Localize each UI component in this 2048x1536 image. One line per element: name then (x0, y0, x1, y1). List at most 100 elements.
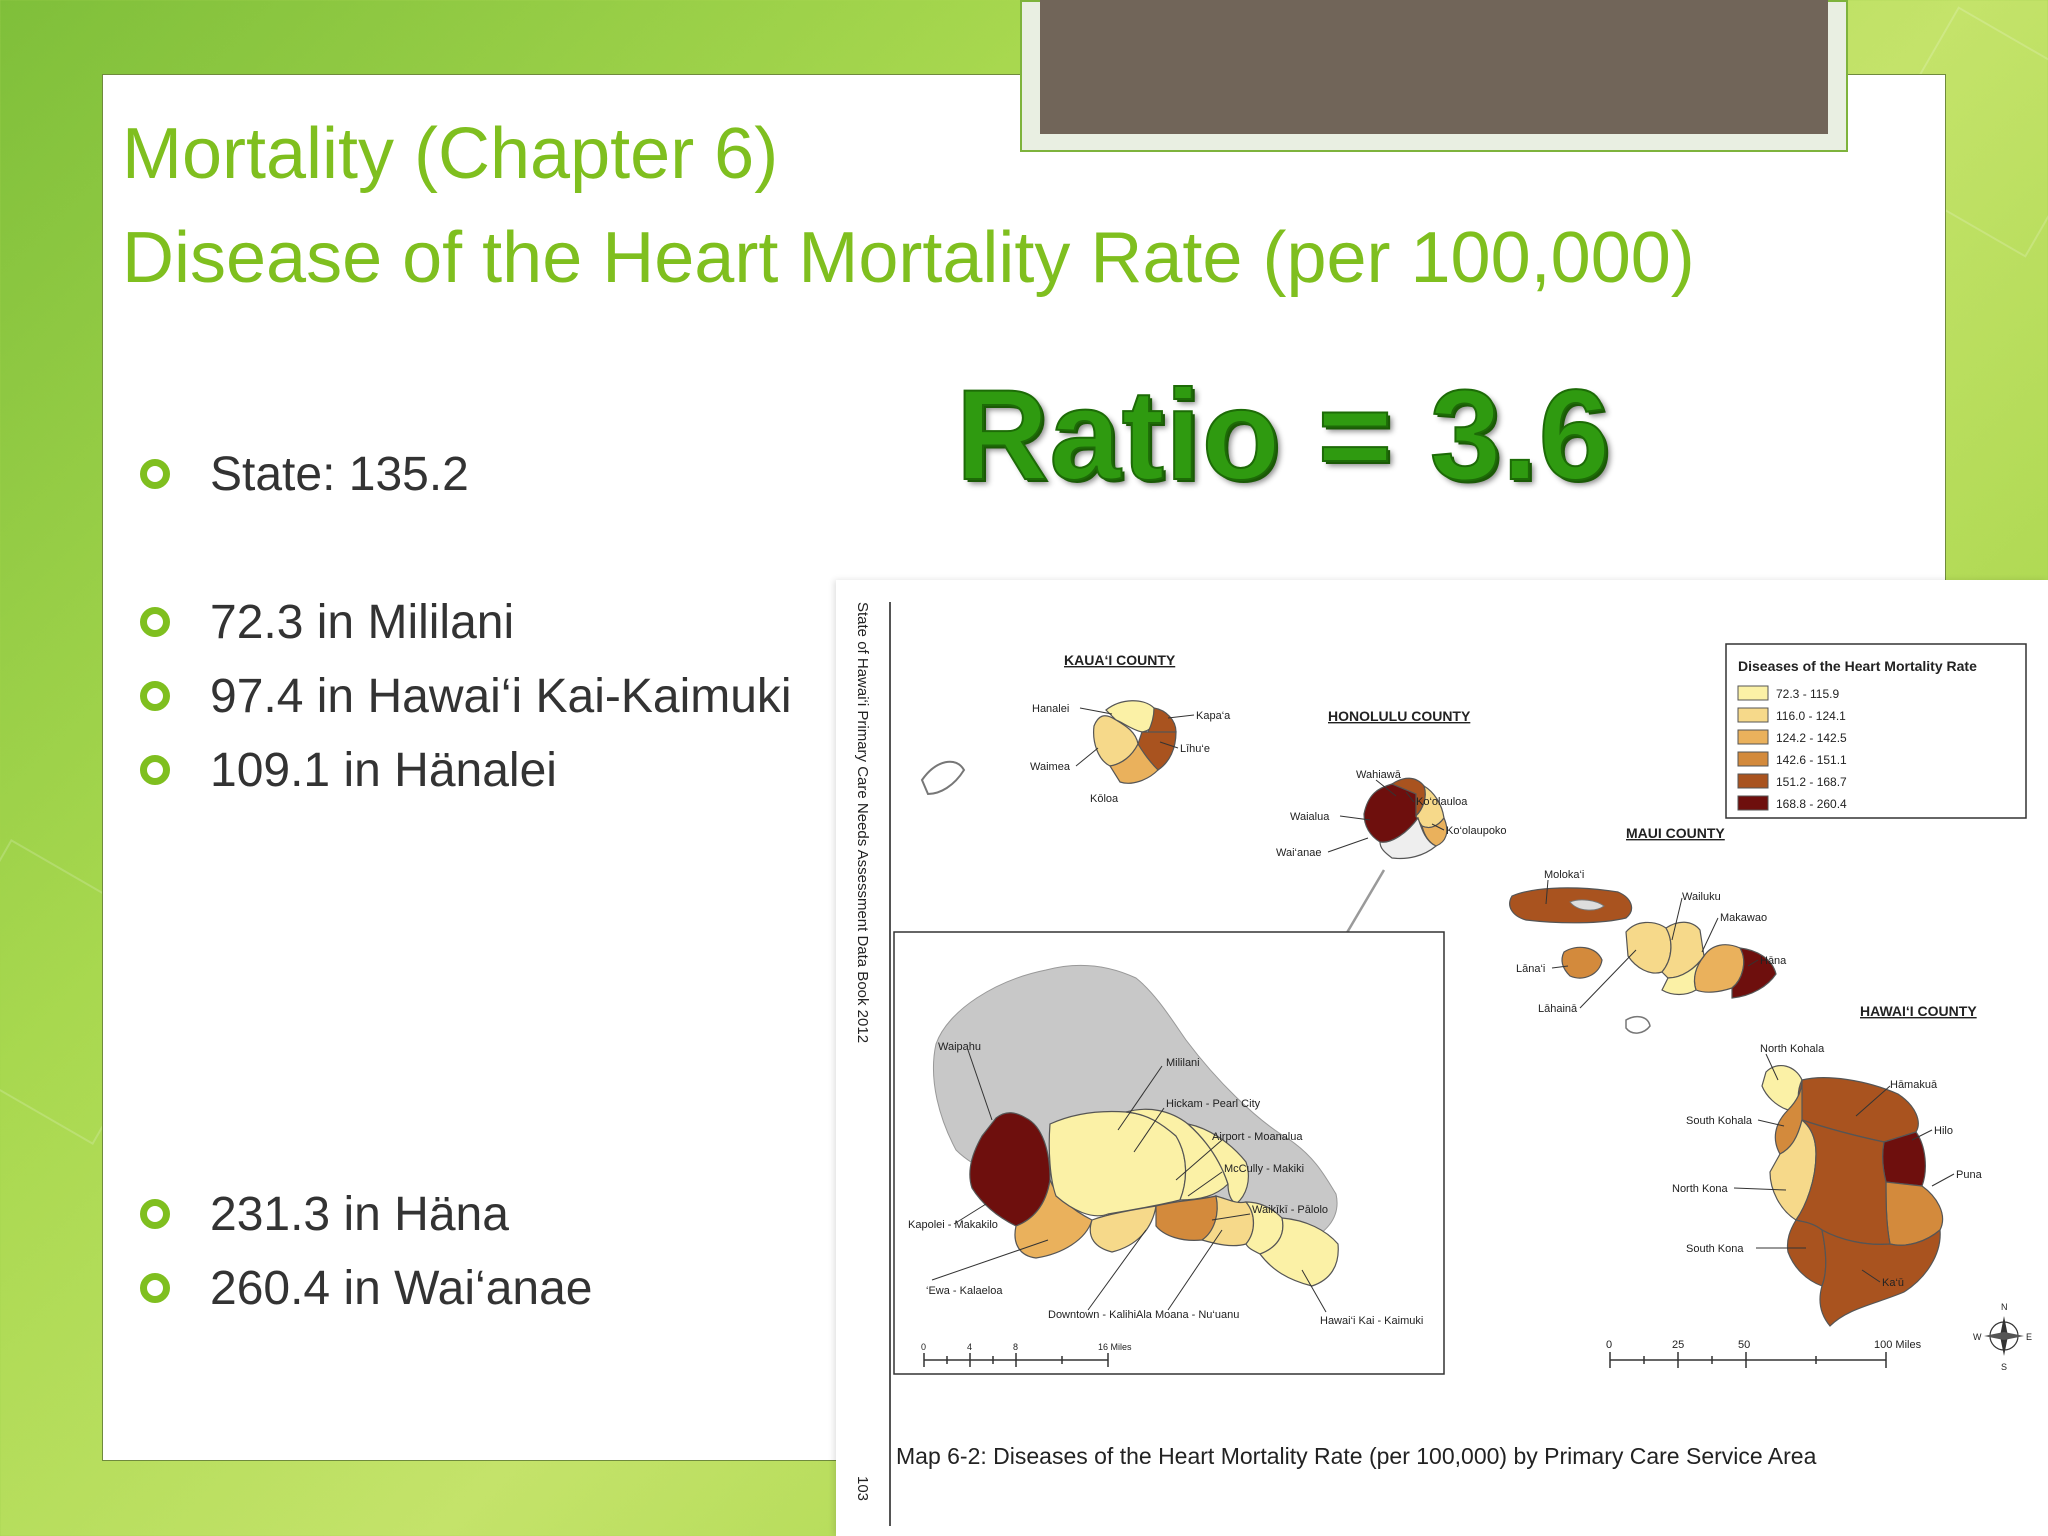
slide-title: Mortality (Chapter 6) (122, 114, 779, 194)
bullet-icon (140, 459, 170, 489)
map-legend: Diseases of the Heart Mortality Rate 72.… (1725, 643, 2027, 819)
map-label: Lāhainā (1538, 1003, 1578, 1015)
map-label: Wai‘anae (1276, 847, 1321, 859)
map-label: Hawai‘i Kai - Kaimuki (1320, 1315, 1423, 1327)
bullet-item: 97.4 in Hawai‘i Kai-Kaimuki (140, 666, 792, 726)
bullet-item: 109.1 in Hänalei (140, 740, 557, 800)
county-label-honolulu: HONOLULU COUNTY (1328, 708, 1471, 724)
map-label: Hāmakuā (1890, 1079, 1938, 1091)
map-label: Kapa‘a (1196, 710, 1231, 722)
bullet-icon (140, 755, 170, 785)
map-label: ‘Ewa - Kalaeloa (926, 1285, 1003, 1297)
county-label-maui: MAUI COUNTY (1626, 825, 1725, 841)
legend-box (1725, 643, 2027, 819)
legend-swatch (1737, 751, 1769, 767)
page-number: 103 (854, 1476, 871, 1501)
map-label: Kapolei - Makakilo (908, 1219, 998, 1231)
inset-scale-bar: 0 4 8 16 Miles (921, 1342, 1132, 1367)
oahu-island-small (1363, 777, 1448, 860)
legend-title: Diseases of the Heart Mortality Rate (1738, 658, 1977, 674)
scale-label: 16 Miles (1098, 1342, 1132, 1352)
map-label: Hilo (1934, 1125, 1953, 1137)
bullet-icon (140, 607, 170, 637)
slide-subtitle: Disease of the Heart Mortality Rate (per… (122, 218, 1695, 298)
oahu-small-leaders (1327, 779, 1445, 853)
map-label: Lāna‘i (1516, 963, 1545, 975)
legend-label: 168.8 - 260.4 (1776, 797, 1847, 811)
compass-label: W (1973, 1332, 1982, 1342)
kahoolawe-island (1625, 1015, 1651, 1034)
bullet-icon (140, 1199, 170, 1229)
scale-label: 100 Miles (1874, 1339, 1922, 1351)
kauai-labels: Hanalei Kapa‘a Līhu‘e Waimea Kōloa (1030, 703, 1231, 805)
kauai-leaders (1075, 707, 1195, 767)
map-label: Waimea (1030, 761, 1071, 773)
bullet-item: State: 135.2 (140, 444, 469, 504)
map-label: Līhu‘e (1180, 743, 1210, 755)
bullet-text: 109.1 in Hänalei (210, 743, 557, 797)
map-label: North Kona (1672, 1183, 1729, 1195)
maui-island (1625, 921, 1777, 999)
bullet-item: 260.4 in Wai‘anae (140, 1258, 592, 1318)
niihau-island (920, 760, 966, 796)
map-label: Wailuku (1682, 891, 1721, 903)
molokai-island (1509, 887, 1633, 924)
map-label: South Kohala (1686, 1115, 1753, 1127)
legend-label: 124.2 - 142.5 (1776, 731, 1847, 745)
scale-label: 50 (1738, 1339, 1750, 1351)
map-label: Mililani (1166, 1057, 1200, 1069)
bullet-icon (140, 681, 170, 711)
map-label: Ka‘ū (1882, 1277, 1904, 1289)
oahu-small-labels: Wahiawā Ko‘olauloa Waialua Ko‘olaupoko W… (1276, 769, 1507, 859)
bullet-icon (140, 1273, 170, 1303)
bullet-text: State: 135.2 (210, 447, 469, 501)
legend-label: 116.0 - 124.1 (1776, 709, 1846, 723)
ratio-callout: Ratio = 3.6 (955, 363, 1611, 508)
oahu-inset-labels: Waipahu Mililani Hickam - Pearl City Air… (908, 1041, 1423, 1327)
map-label: Hāna (1760, 955, 1787, 967)
legend-swatch (1737, 707, 1769, 723)
bullet-item: 231.3 in Häna (140, 1184, 509, 1244)
county-label-kauai: KAUA‘I COUNTY (1064, 652, 1176, 668)
legend-swatch (1737, 685, 1769, 701)
compass-label: N (2001, 1302, 2008, 1312)
legend-swatch (1737, 795, 1769, 811)
scale-label: 0 (921, 1342, 926, 1352)
map-label: Waipahu (938, 1041, 981, 1053)
side-caption: State of Hawai‘i Primary Care Needs Asse… (854, 602, 871, 1043)
map-figure: State of Hawai‘i Primary Care Needs Asse… (836, 580, 2048, 1536)
kalaupapa (1569, 899, 1605, 911)
legend-items: 72.3 - 115.9 116.0 - 124.1 124.2 - 142.5 14… (1737, 685, 1847, 811)
map-label: Waikīkī - Pālolo (1252, 1204, 1328, 1216)
map-label: Ko‘olaupoko (1446, 825, 1507, 837)
legend-label: 72.3 - 115.9 (1776, 687, 1839, 701)
compass-icon: N E S W (1973, 1302, 2032, 1372)
map-label: Moloka‘i (1544, 869, 1584, 881)
scale-label: 8 (1013, 1342, 1018, 1352)
bullet-text: 231.3 in Häna (210, 1187, 509, 1241)
maui-leaders (1545, 879, 1759, 1009)
bullet-text: 260.4 in Wai‘anae (210, 1261, 593, 1315)
scale-label: 4 (967, 1342, 972, 1352)
map-caption: Map 6-2: Diseases of the Heart Mortality… (896, 1443, 1817, 1469)
kauai-island (1093, 700, 1177, 784)
map-label: Wahiawā (1356, 769, 1402, 781)
map-label: Hickam - Pearl City (1166, 1098, 1261, 1110)
scale-label: 25 (1672, 1339, 1684, 1351)
map-label: McCully - Makiki (1224, 1163, 1304, 1175)
map-label: North Kohala (1760, 1043, 1825, 1055)
bullet-text: 72.3 in Mililani (210, 595, 515, 649)
oahu-inset: Waipahu Mililani Hickam - Pearl City Air… (893, 931, 1445, 1375)
bullet-text: 97.4 in Hawai‘i Kai-Kaimuki (210, 669, 792, 723)
bullet-item: 72.3 in Mililani (140, 592, 514, 652)
compass-label: E (2026, 1332, 2032, 1342)
legend-swatch (1737, 729, 1769, 745)
map-label: Puna (1956, 1169, 1983, 1181)
main-scale-bar: 0 25 50 100 Miles (1606, 1339, 1922, 1368)
map-label: Ko‘olauloa (1416, 796, 1468, 808)
title-plate (1040, 0, 1828, 134)
map-label: Downtown - Kalihi (1048, 1309, 1136, 1321)
legend-swatch (1737, 773, 1769, 789)
compass-label: S (2001, 1362, 2007, 1372)
legend-label: 142.6 - 151.1 (1776, 753, 1847, 767)
